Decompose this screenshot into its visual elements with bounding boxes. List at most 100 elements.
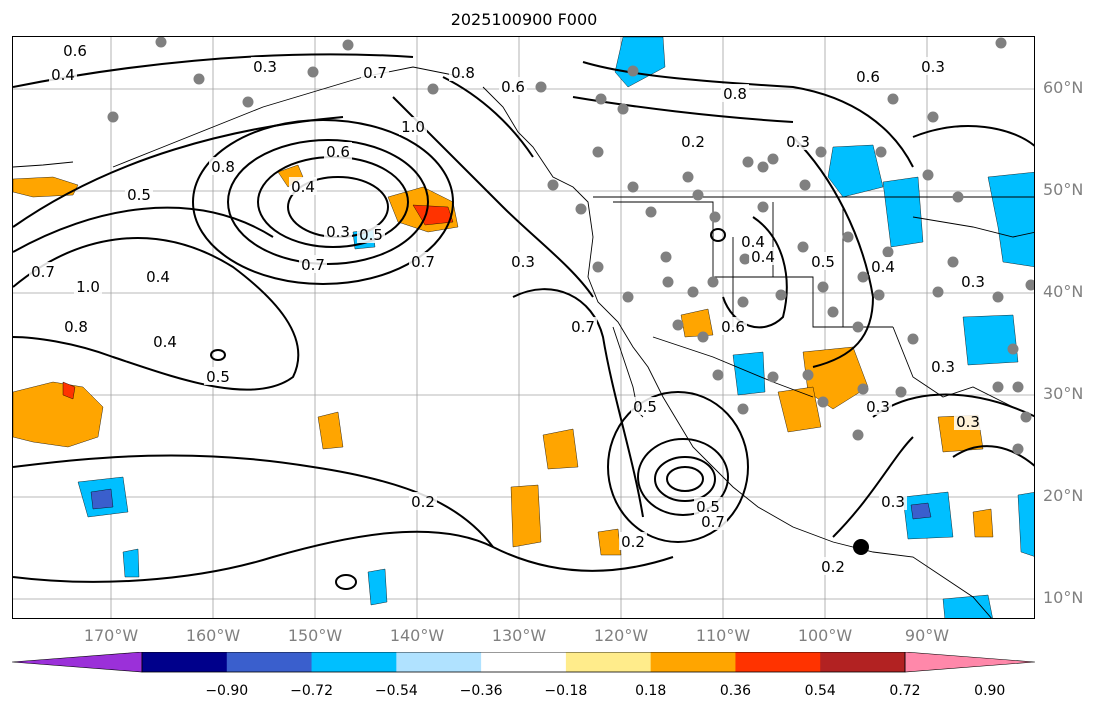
contour-label: 0.6 — [63, 42, 87, 60]
contour-label: 1.0 — [76, 278, 100, 296]
contour-label-bg — [357, 225, 385, 243]
contour-label-bg — [29, 262, 57, 280]
storm-center-marker — [853, 539, 869, 555]
colorbar-segment — [396, 652, 482, 672]
contour-label-bg — [694, 497, 722, 515]
map-panel[interactable]: 0.6 0.4 0.3 0.7 0.8 0.6 0.5 1.0 0.8 0.6 0.4 0.3 0.5 0… — [12, 36, 1035, 619]
colorbar-segment — [820, 652, 906, 672]
contour-label: 0.5 — [633, 398, 657, 416]
contour-label-bg — [954, 412, 982, 430]
contour-label: 0.3 — [931, 358, 955, 376]
contour-label-bg — [151, 332, 179, 350]
contour-label-bg — [809, 252, 837, 270]
latitude-label: 20°N — [1043, 486, 1084, 505]
contour-label-bg — [699, 512, 727, 530]
contour-label-bg — [784, 132, 812, 150]
contour-label-bg — [864, 397, 892, 415]
contour-label-bg — [619, 532, 647, 550]
colorbar-tick-label: 0.72 — [889, 683, 921, 699]
contour-label: 0.3 — [511, 253, 535, 271]
contour-label: 0.3 — [786, 133, 810, 151]
contour-label: 0.3 — [881, 493, 905, 511]
contour-label-bg — [631, 397, 659, 415]
colorbar-tick-label: −0.18 — [544, 683, 588, 699]
contour-label: 0.4 — [146, 268, 170, 286]
contour-label-bg — [324, 142, 352, 160]
contour-label: 0.7 — [571, 318, 595, 336]
contour-label: 0.4 — [751, 248, 775, 266]
contour-label-bg — [739, 232, 767, 250]
latitude-label: 60°N — [1043, 78, 1084, 97]
contour-label: 0.4 — [741, 233, 765, 251]
contour-label-bg — [929, 357, 957, 375]
contour-label: 0.5 — [359, 226, 383, 244]
longitude-label: 150°W — [287, 626, 343, 645]
contour-label-bg — [819, 557, 847, 575]
colorbar-segment — [481, 652, 567, 672]
contour-label-bg — [61, 41, 89, 59]
contour-label-bg — [409, 252, 437, 270]
contour-label: 0.2 — [621, 533, 645, 551]
contour-label: 0.4 — [153, 333, 177, 351]
contour-label-bg — [361, 63, 389, 81]
contour-label-bg — [499, 77, 527, 95]
contour-label-bg — [144, 267, 172, 285]
contour-label-bg — [324, 222, 352, 240]
contour-label-bg — [74, 277, 102, 295]
latitude-label: 40°N — [1043, 282, 1084, 301]
colorbar-segment — [735, 652, 821, 672]
contour-label: 0.5 — [811, 253, 835, 271]
latitude-label: 50°N — [1043, 180, 1084, 199]
contour-label: 0.7 — [701, 513, 725, 531]
latitude-label: 30°N — [1043, 384, 1084, 403]
contour-label: 0.7 — [301, 256, 325, 274]
contour-label-bg — [62, 317, 90, 335]
contour-label: 0.3 — [326, 223, 350, 241]
colorbar-tick-label: 0.54 — [804, 683, 836, 699]
longitude-label: 90°W — [904, 626, 950, 645]
contour-label-bg — [879, 492, 907, 510]
contour-label-bg — [509, 252, 537, 270]
contour-label: 0.2 — [821, 558, 845, 576]
colorbar-tick-label: −0.54 — [374, 683, 418, 699]
contour-label-bg — [679, 132, 707, 150]
colorbar-extend-high — [904, 652, 1035, 673]
contour-label: 0.4 — [871, 258, 895, 276]
contour-label-bg — [204, 367, 232, 385]
contour-label: 0.8 — [64, 318, 88, 336]
contour-label: 0.8 — [451, 64, 475, 82]
contour-label: 0.5 — [696, 498, 720, 516]
longitude-label: 140°W — [389, 626, 445, 645]
colorbar-tick-label: 0.90 — [974, 683, 1006, 699]
colorbar-extend-low — [12, 652, 143, 673]
colorbar-tick-label: −0.36 — [459, 683, 503, 699]
longitude-label: 120°W — [593, 626, 649, 645]
contour-label: 0.3 — [921, 58, 945, 76]
contour-label-bg — [959, 272, 987, 290]
contour-label-bg — [289, 177, 317, 195]
longitude-label: 110°W — [695, 626, 751, 645]
station-dots — [107, 37, 1034, 455]
contour-label: 0.4 — [291, 178, 315, 196]
contour-label: 0.8 — [211, 158, 235, 176]
contour-label: 0.6 — [326, 143, 350, 161]
contour-label-bg — [869, 257, 897, 275]
colorbar — [12, 652, 1035, 673]
colorbar-tick-label: −0.72 — [290, 683, 333, 699]
map-title: 2025100900 F000 — [450, 10, 598, 29]
contour-label: 0.7 — [31, 263, 55, 281]
colorbar-outline — [141, 652, 906, 673]
colorbar-segment — [650, 652, 736, 672]
contour-label-bg — [569, 317, 597, 335]
contour-label: 0.2 — [411, 493, 435, 511]
contour-label-bg — [919, 57, 947, 75]
contour-label: 0.8 — [723, 85, 747, 103]
contour-label: 0.6 — [501, 78, 525, 96]
contour-label: 0.4 — [51, 66, 75, 84]
colorbar-segment — [142, 652, 228, 672]
contour-label: 0.2 — [681, 133, 705, 151]
contour-label: 1.0 — [401, 118, 425, 136]
latitude-label: 10°N — [1043, 588, 1084, 607]
contour-label-bg — [125, 185, 153, 203]
contour-label-bg — [449, 63, 477, 81]
